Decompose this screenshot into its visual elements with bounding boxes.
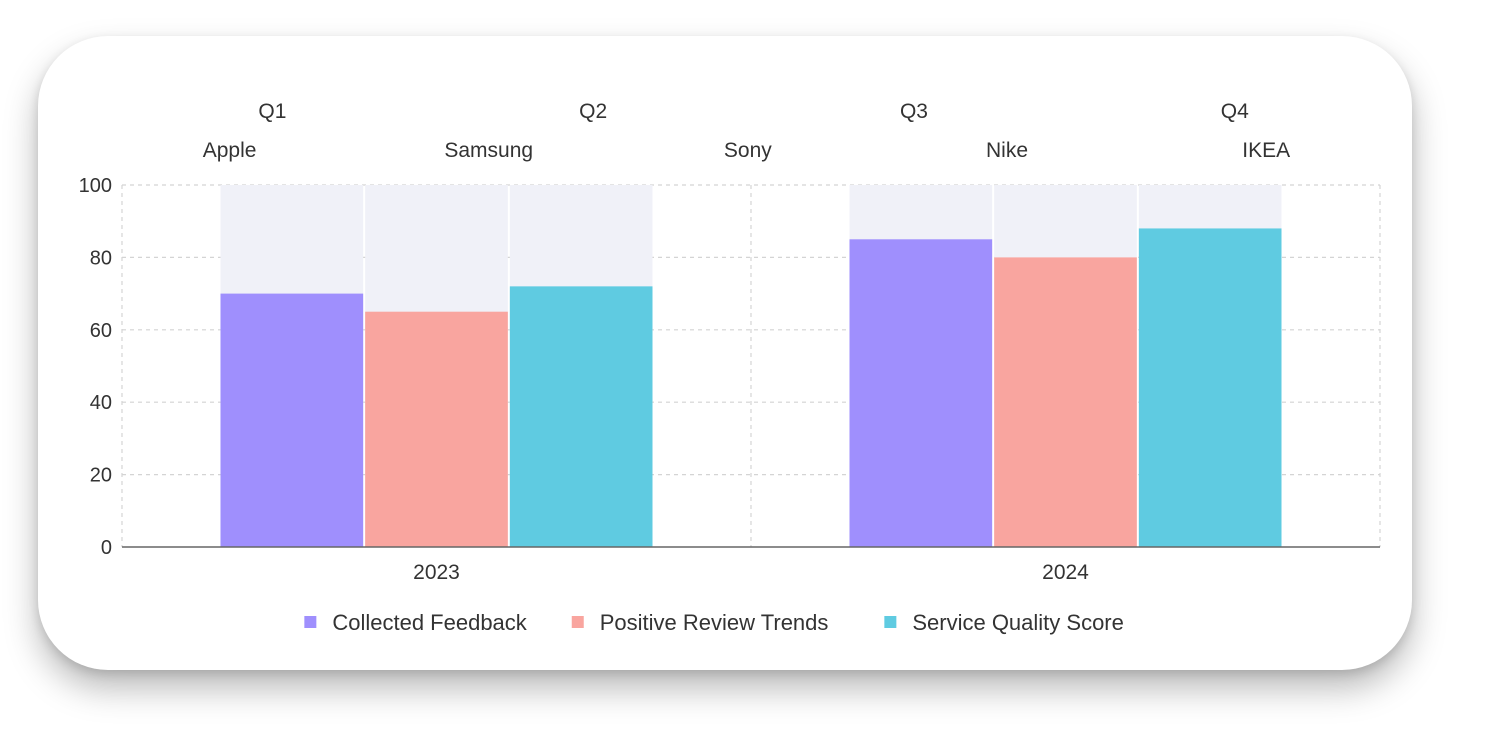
legend-swatch-service-quality-score [884, 616, 897, 628]
top-axis-brand-sony: Sony [724, 139, 772, 162]
top-axis-quarter-Q4: Q4 [1221, 100, 1249, 123]
y-tick-label-0: 0 [101, 537, 112, 559]
x-tick-label-2024: 2024 [1042, 561, 1089, 584]
top-axis-quarter-Q1: Q1 [258, 100, 286, 123]
top-axis-brand-apple: Apple [203, 139, 257, 162]
bar-2024-collected-feedback [849, 239, 993, 548]
y-tick-label-40: 40 [90, 392, 112, 414]
x-tick-label-2023: 2023 [413, 561, 460, 584]
legend-label-positive-review-trends: Positive Review Trends [600, 610, 829, 635]
top-axis-brand-ikea: IKEA [1242, 139, 1290, 162]
top-axis-brand-samsung: Samsung [444, 139, 533, 162]
y-tick-label-20: 20 [90, 465, 112, 487]
bar-2023-positive-review-trends [365, 311, 508, 547]
top-axis-quarter-Q2: Q2 [579, 100, 607, 123]
bar-2023-service-quality-score [509, 286, 653, 547]
top-axis-quarter-Q3: Q3 [900, 100, 928, 123]
legend-label-service-quality-score: Service Quality Score [912, 610, 1124, 635]
legend-swatch-positive-review-trends [571, 616, 584, 628]
bar-2024-service-quality-score [1138, 228, 1282, 547]
top-axis-brand-nike: Nike [986, 139, 1028, 162]
y-tick-label-80: 80 [90, 247, 112, 269]
y-tick-label-60: 60 [90, 320, 112, 342]
legend-swatch-collected-feedback [304, 616, 317, 628]
legend-label-collected-feedback: Collected Feedback [332, 610, 527, 635]
bar-2023-collected-feedback [220, 293, 364, 547]
bar-2024-positive-review-trends [994, 257, 1137, 547]
y-tick-label-100: 100 [79, 175, 112, 197]
